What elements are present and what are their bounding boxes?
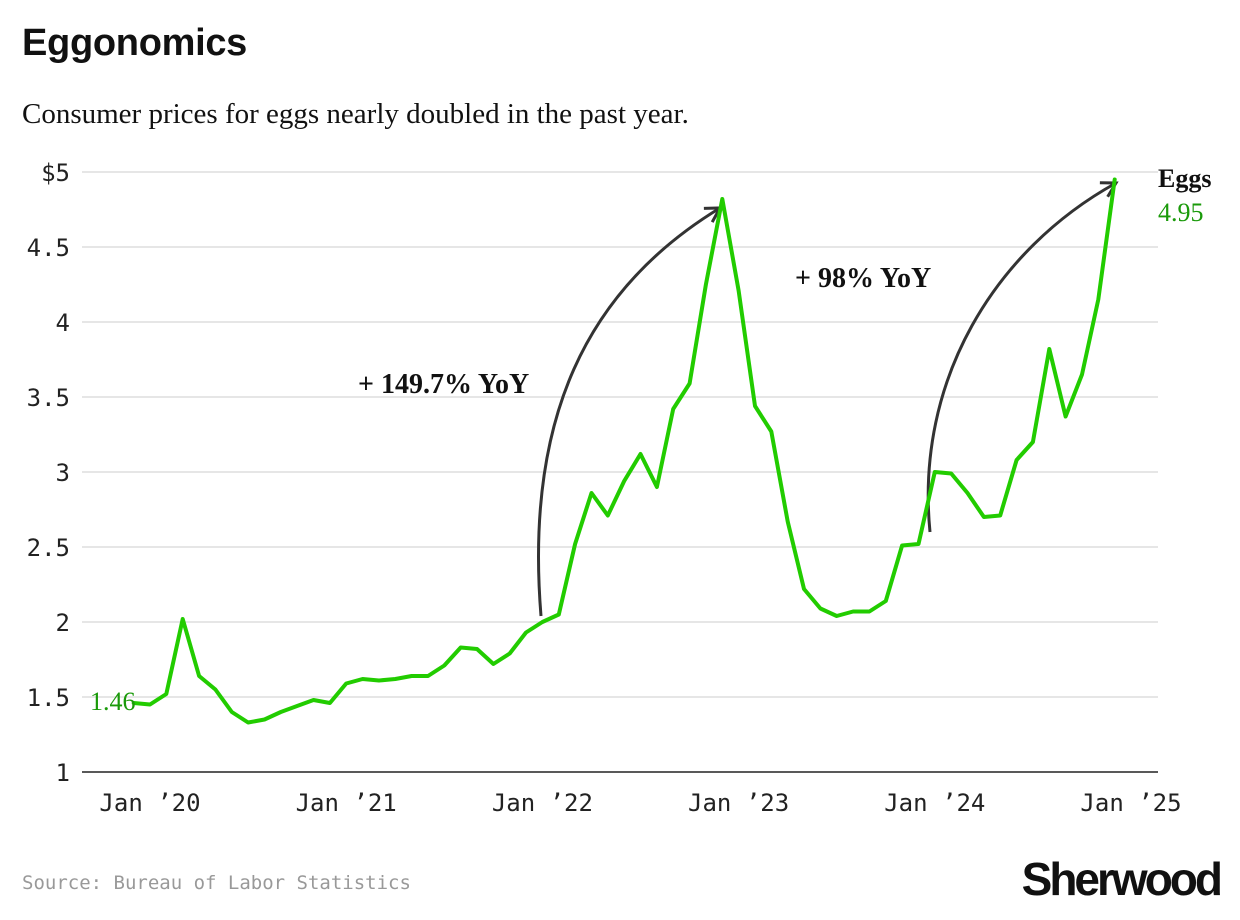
data-point xyxy=(426,674,430,678)
data-point xyxy=(442,664,446,667)
data-point xyxy=(786,520,790,523)
gridlines xyxy=(82,171,1158,773)
y-tick-label: 2 xyxy=(56,609,70,637)
data-point xyxy=(884,599,888,603)
data-point xyxy=(573,542,577,546)
data-point xyxy=(263,718,266,721)
data-point xyxy=(688,382,692,385)
chart-title: Eggonomics xyxy=(22,22,248,64)
data-point xyxy=(148,703,152,706)
end-value-label: 4.95 xyxy=(1158,198,1204,227)
data-point xyxy=(213,688,217,691)
data-point xyxy=(720,197,724,201)
data-point xyxy=(312,698,315,702)
data-point xyxy=(181,617,185,621)
data-point xyxy=(753,404,757,408)
data-point xyxy=(540,620,544,624)
data-point xyxy=(475,647,479,651)
data-point xyxy=(230,710,234,714)
data-point xyxy=(508,652,512,655)
yoy-arrow-2022 xyxy=(537,206,723,617)
data-point xyxy=(671,407,675,411)
data-point xyxy=(966,491,969,495)
data-point xyxy=(459,646,463,649)
yoy-arrow-2024 xyxy=(926,181,1119,533)
x-tick-label: Jan ’21 xyxy=(296,789,397,817)
data-point xyxy=(590,491,593,495)
source-note: Source: Bureau of Labor Statistics xyxy=(22,872,411,894)
x-tick-label: Jan ’23 xyxy=(688,789,789,817)
data-point xyxy=(1047,347,1051,351)
data-point xyxy=(524,631,528,634)
data-point xyxy=(818,607,822,610)
data-point xyxy=(769,430,773,433)
annotation-149-yoy: + 149.7% YoY xyxy=(358,369,529,400)
data-point xyxy=(295,704,299,708)
data-points xyxy=(132,178,1117,724)
line-chart: 1 1.5 2 2.5 3 3.5 4 4.5 $5 Jan ’20 Jan ’21 Jan ’22… xyxy=(27,159,1212,817)
data-point xyxy=(900,544,904,547)
annotation-98-yoy: + 98% YoY xyxy=(795,263,931,294)
data-point xyxy=(344,682,348,685)
data-point xyxy=(1015,458,1019,462)
brand-logo: Sherwood xyxy=(1021,853,1223,905)
data-point xyxy=(410,674,414,678)
data-point xyxy=(1064,415,1068,418)
data-point xyxy=(802,587,806,591)
y-tick-label: 1.5 xyxy=(27,684,70,712)
data-point xyxy=(982,515,986,519)
data-point xyxy=(1080,373,1084,376)
data-point xyxy=(1096,298,1100,301)
data-point xyxy=(639,452,642,456)
series-line-eggs xyxy=(131,177,1117,725)
data-point xyxy=(377,679,381,682)
x-tick-label: Jan ’24 xyxy=(884,789,985,817)
data-point xyxy=(279,710,283,714)
data-point xyxy=(1113,178,1117,181)
y-tick-label: 1 xyxy=(56,759,70,787)
x-axis: Jan ’20 Jan ’21 Jan ’22 Jan ’23 Jan ’24 Jan ’… xyxy=(99,789,1181,817)
data-point xyxy=(132,701,136,705)
data-point xyxy=(851,610,855,613)
data-point xyxy=(491,662,495,666)
x-tick-label: Jan ’22 xyxy=(492,789,593,817)
data-point xyxy=(835,614,839,618)
data-point xyxy=(622,479,626,483)
data-point xyxy=(655,485,659,489)
x-tick-label: Jan ’20 xyxy=(99,789,200,817)
data-point xyxy=(867,610,871,613)
data-point xyxy=(164,692,168,696)
y-tick-label: 4.5 xyxy=(27,234,70,262)
y-tick-label: $5 xyxy=(41,159,70,187)
data-point xyxy=(1031,440,1035,444)
data-point xyxy=(737,289,741,292)
data-point xyxy=(949,472,953,475)
data-point xyxy=(917,542,920,546)
data-point xyxy=(557,613,561,616)
series-label-eggs: Eggs xyxy=(1158,164,1211,193)
data-point xyxy=(197,674,201,678)
start-value-label: 1.46 xyxy=(90,687,136,716)
data-point xyxy=(328,701,332,705)
y-tick-label: 3 xyxy=(56,459,70,487)
data-point xyxy=(933,470,937,474)
y-tick-label: 3.5 xyxy=(27,384,70,412)
data-point xyxy=(246,721,250,724)
y-tick-label: 4 xyxy=(56,309,70,337)
data-point xyxy=(361,677,365,681)
y-axis: 1 1.5 2 2.5 3 3.5 4 4.5 $5 xyxy=(27,159,70,787)
chart-subtitle: Consumer prices for eggs nearly doubled … xyxy=(22,98,689,130)
x-tick-label: Jan ’25 xyxy=(1080,789,1181,817)
data-point xyxy=(606,514,610,517)
data-point xyxy=(704,283,708,286)
data-point xyxy=(998,514,1002,517)
y-tick-label: 2.5 xyxy=(27,534,70,562)
data-point xyxy=(393,677,397,681)
